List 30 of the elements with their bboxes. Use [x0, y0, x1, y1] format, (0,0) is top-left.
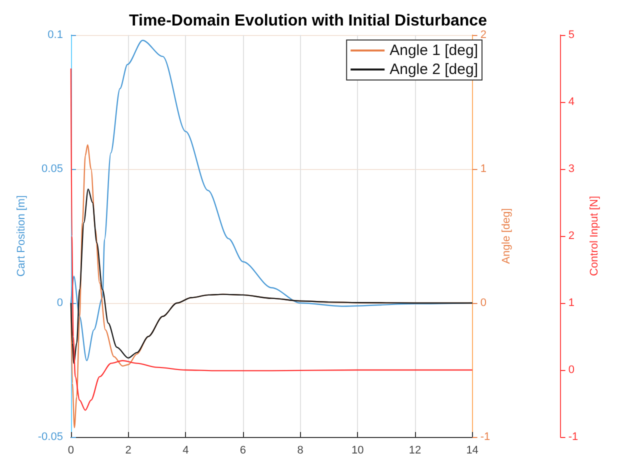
y2-tick-label: 1 [480, 163, 486, 175]
x-tick-label: 12 [408, 444, 422, 456]
y3-tick-label: 1 [568, 297, 574, 309]
y3-axis-title: Control Input [N] [588, 196, 600, 276]
x-tick-label: 4 [182, 444, 189, 456]
x-tick-label: 8 [297, 444, 304, 456]
y-axis-title: Cart Position [m] [16, 195, 28, 277]
x-tick-label: 6 [240, 444, 246, 456]
y-tick-label: 0 [56, 297, 63, 309]
y2-tick-label: 2 [480, 29, 486, 41]
x-tick-label: 14 [466, 444, 478, 456]
line-series [70, 188, 473, 364]
y-tick-label: 0.05 [42, 163, 63, 175]
x-tick-label: 0 [68, 444, 74, 456]
y2-tick-label: -1 [480, 431, 490, 443]
y2-tick-label: 0 [480, 297, 486, 309]
legend-label: Angle 2 [deg] [390, 61, 478, 78]
x-tick-label: 10 [352, 444, 364, 456]
y3-tick-label: 0 [568, 364, 574, 376]
y3-tick-label: 5 [568, 29, 574, 41]
y3-tick-label: 4 [568, 96, 574, 108]
y3-tick-label: 3 [568, 163, 574, 175]
x-tick-label: 2 [125, 444, 132, 456]
y3-tick-label: -1 [568, 431, 578, 443]
chart-title: Time-Domain Evolution with Initial Disturbance [129, 12, 488, 30]
y-tick-label: 0.1 [48, 29, 63, 41]
legend-label: Angle 1 [deg] [390, 42, 478, 59]
y2-axis-title: Angle [deg] [500, 208, 512, 264]
y3-tick-label: 2 [568, 230, 574, 242]
y-tick-label: -0.05 [38, 431, 63, 443]
